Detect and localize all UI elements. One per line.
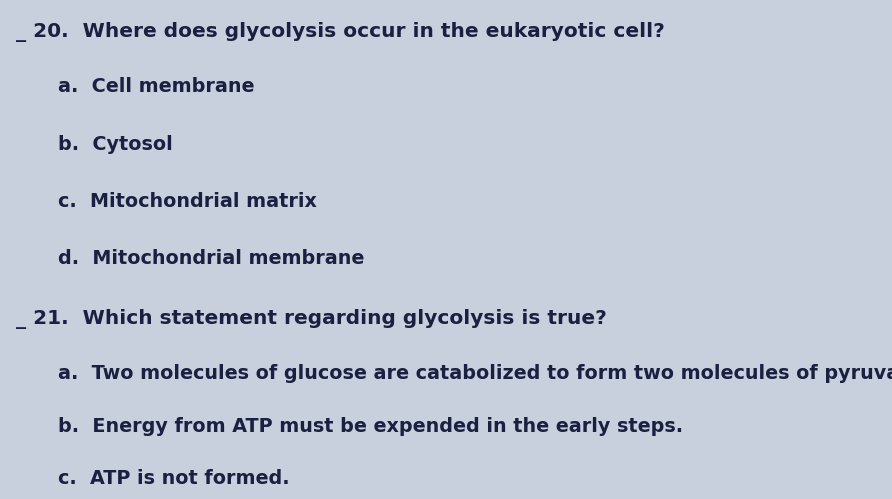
Text: _ 20.  Where does glycolysis occur in the eukaryotic cell?: _ 20. Where does glycolysis occur in the… [16, 22, 665, 42]
Text: _ 21.  Which statement regarding glycolysis is true?: _ 21. Which statement regarding glycolys… [16, 309, 607, 329]
Text: c.  Mitochondrial matrix: c. Mitochondrial matrix [58, 192, 317, 211]
Text: c.  ATP is not formed.: c. ATP is not formed. [58, 469, 290, 488]
Text: b.  Cytosol: b. Cytosol [58, 135, 173, 154]
Text: d.  Mitochondrial membrane: d. Mitochondrial membrane [58, 250, 364, 268]
Text: a.  Cell membrane: a. Cell membrane [58, 77, 254, 96]
Text: a.  Two molecules of glucose are catabolized to form two molecules of pyruvate.: a. Two molecules of glucose are cataboli… [58, 364, 892, 383]
Text: b.  Energy from ATP must be expended in the early steps.: b. Energy from ATP must be expended in t… [58, 417, 683, 436]
